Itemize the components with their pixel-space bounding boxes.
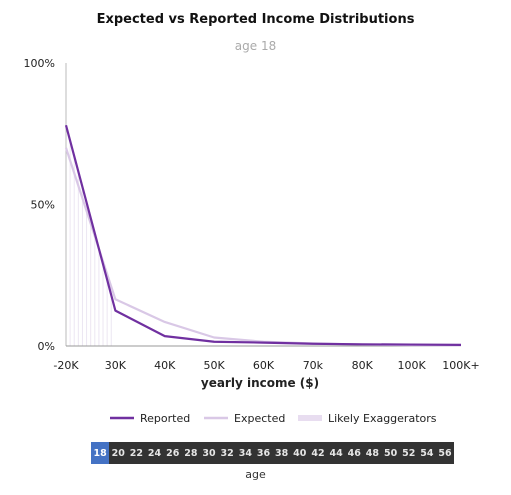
age-option-50[interactable]: 50 bbox=[383, 447, 398, 459]
age-option-28[interactable]: 28 bbox=[184, 447, 198, 459]
age-option-44[interactable]: 44 bbox=[329, 447, 343, 459]
age-option-24[interactable]: 24 bbox=[147, 447, 162, 459]
x-tick-label: 80K bbox=[352, 359, 374, 372]
age-option-18[interactable]: 18 bbox=[91, 442, 110, 464]
x-tick-label: 50K bbox=[204, 359, 226, 372]
y-tick-labels: 0% 50% 100% bbox=[24, 57, 55, 353]
age-option-34[interactable]: 34 bbox=[238, 447, 252, 459]
age-option-30[interactable]: 30 bbox=[202, 447, 216, 459]
legend: Reported Expected Likely Exaggerators bbox=[110, 412, 437, 425]
age-option-38[interactable]: 38 bbox=[275, 447, 289, 459]
x-tick-labels: -20K 30K 40K 50K 60K 70k 80K 100K 100K+ bbox=[53, 359, 479, 372]
age-option-56[interactable]: 56 bbox=[438, 447, 452, 459]
age-option-36[interactable]: 36 bbox=[256, 447, 271, 459]
x-tick-label: 60K bbox=[253, 359, 275, 372]
age-selector[interactable]: 18 20 22 24 26 28 30 32 34 36 38 40 42 44 46 48 50 52 54 56 bbox=[91, 442, 454, 464]
age-option-54[interactable]: 54 bbox=[420, 447, 434, 459]
x-tick-label: 70k bbox=[303, 359, 324, 372]
series-line-reported bbox=[64, 124, 462, 346]
legend-label: Expected bbox=[234, 412, 285, 425]
legend-label: Likely Exaggerators bbox=[328, 412, 437, 425]
age-option-32[interactable]: 32 bbox=[220, 447, 234, 459]
exaggerators-hatch bbox=[69, 140, 112, 346]
chart-plot: -20K 30K 40K 50K 60K 70k 80K 100K 100K+ 0% 50% 100… bbox=[24, 57, 480, 425]
x-tick-label: 100K bbox=[398, 359, 427, 372]
age-option-42[interactable]: 42 bbox=[311, 447, 325, 459]
x-tick-label: 100K+ bbox=[442, 359, 479, 372]
age-option-46[interactable]: 46 bbox=[347, 447, 361, 459]
y-tick-label: 0% bbox=[38, 340, 55, 353]
age-option-26[interactable]: 26 bbox=[166, 447, 180, 459]
y-tick-label: 100% bbox=[24, 57, 55, 70]
x-axis-label: yearly income ($) bbox=[201, 376, 319, 390]
age-option-40[interactable]: 40 bbox=[293, 447, 307, 459]
x-tick-label: 30K bbox=[105, 359, 127, 372]
age-option-48[interactable]: 48 bbox=[365, 447, 380, 459]
y-tick-label: 50% bbox=[31, 199, 55, 212]
series-group bbox=[64, 124, 462, 347]
chart-subtitle: age 18 bbox=[234, 39, 277, 53]
age-option-22[interactable]: 22 bbox=[129, 447, 143, 459]
age-selector-label: age bbox=[245, 468, 266, 481]
legend-label: Reported bbox=[140, 412, 190, 425]
chart-title: Expected vs Reported Income Distribution… bbox=[96, 12, 415, 27]
age-option-52[interactable]: 52 bbox=[402, 447, 416, 459]
x-tick-label: -20K bbox=[53, 359, 79, 372]
x-tick-label: 40K bbox=[154, 359, 176, 372]
age-option-20[interactable]: 20 bbox=[111, 447, 125, 459]
